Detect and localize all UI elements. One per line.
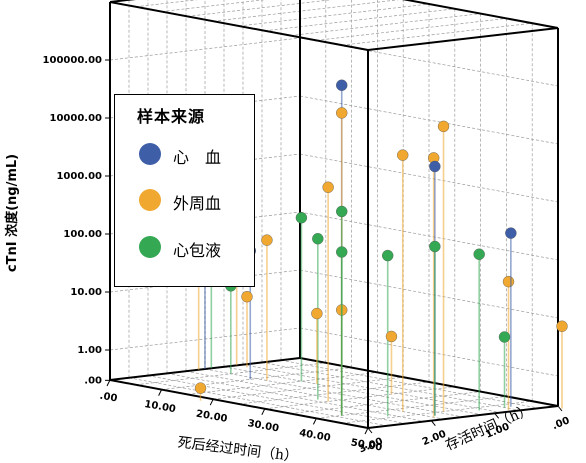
z-tick-label: 100000.00 [43,55,103,66]
data-point [473,248,485,260]
z-tick-label: 100.00 [63,229,102,240]
data-point [437,120,450,133]
x-tick-mark [364,427,369,435]
grid-line [135,0,198,8]
x-tick-label: .00 [99,391,118,405]
z-tick-label: 1000.00 [56,171,102,182]
data-point [194,382,207,394]
legend-label: 心包液 [173,241,222,260]
grid-line [187,372,378,395]
data-point [502,275,515,288]
legend-swatch-pericardial-fluid [139,236,161,258]
data-point [429,240,441,253]
x-tick-label: 10.00 [143,399,176,415]
data-point [385,330,398,343]
x-tick-label: 50.00 [350,437,383,453]
z-tick-label: 1.00 [77,345,102,356]
legend-label: 外周血 [173,194,222,213]
x-tick-mark [209,398,214,406]
data-point [311,307,323,320]
z-axis-ticks: 100000.00 10000.00 1000.00 100.00 10.00 1.00.… [43,55,110,386]
legend-swatch-peripheral-blood [139,189,161,211]
data-point [336,107,348,119]
grid-line [342,400,533,424]
plot-box [109,0,559,429]
data-point [336,79,348,91]
legend: 样本来源 心 血 外周血 心包液 [114,94,255,287]
y-tick-mark [367,427,373,434]
x-tick-label: 40.00 [298,428,331,444]
grid-line [299,153,559,203]
x-tick-mark [261,408,266,416]
data-point [556,320,568,332]
grid-line [213,0,400,22]
grid-line [316,18,507,41]
grid-line [280,359,540,409]
data-point [498,331,511,343]
grid-line [264,386,455,410]
grid-line [290,13,481,36]
box-edge [109,379,369,429]
data-point [397,149,409,161]
data-point [312,233,324,245]
grid-line [223,366,483,416]
z-tick-label: .00 [84,375,102,386]
x-axis-title: 死后经过时间（h） [177,435,299,463]
data-point [241,291,253,303]
y-axis-title: 存活时间（h） [443,402,534,454]
x-axis-ticks: .00 10.00 20.00 30.00 40.00 50.00 [99,379,383,454]
y-tick-mark [494,413,500,419]
grid-line [290,391,481,414]
box-edge [367,27,559,51]
data-point [429,160,441,173]
box-edge [299,357,559,407]
x-tick-mark [158,389,163,396]
x-tick-label: 20.00 [195,409,228,425]
box-edge [367,405,559,429]
data-point [336,205,348,218]
data-point [505,227,517,239]
y-tick-mark [430,420,436,426]
grid-line [187,0,333,17]
data-point [261,234,273,246]
data-point [382,249,394,262]
x-tick-mark [312,418,317,425]
z-tick-label: 10.00 [70,287,102,298]
data-point [322,181,334,193]
z-axis-title: cTnI 浓度(ng/mL) [4,154,20,272]
grid-line [238,3,430,27]
legend-swatch-heart-blood [139,143,161,165]
grid-line [204,368,464,418]
grid-line [213,376,404,400]
y-tick-label: .00 [551,415,572,432]
x-tick-mark [106,379,111,387]
grid-line [147,375,407,424]
grid-line [161,0,265,12]
y-tick-mark [557,405,563,412]
grid-line [264,8,455,32]
grid-line [128,377,388,427]
data-point [295,212,308,224]
grid-line [242,364,502,413]
legend-title: 样本来源 [137,107,206,126]
grid-line [316,396,507,419]
x-tick-label: 30.00 [247,418,280,434]
box-edge [109,1,369,51]
grid-line [342,22,533,46]
z-tick-label: 10000.00 [49,113,102,124]
legend-label: 心 血 [173,148,222,167]
box-edge [402,0,559,29]
